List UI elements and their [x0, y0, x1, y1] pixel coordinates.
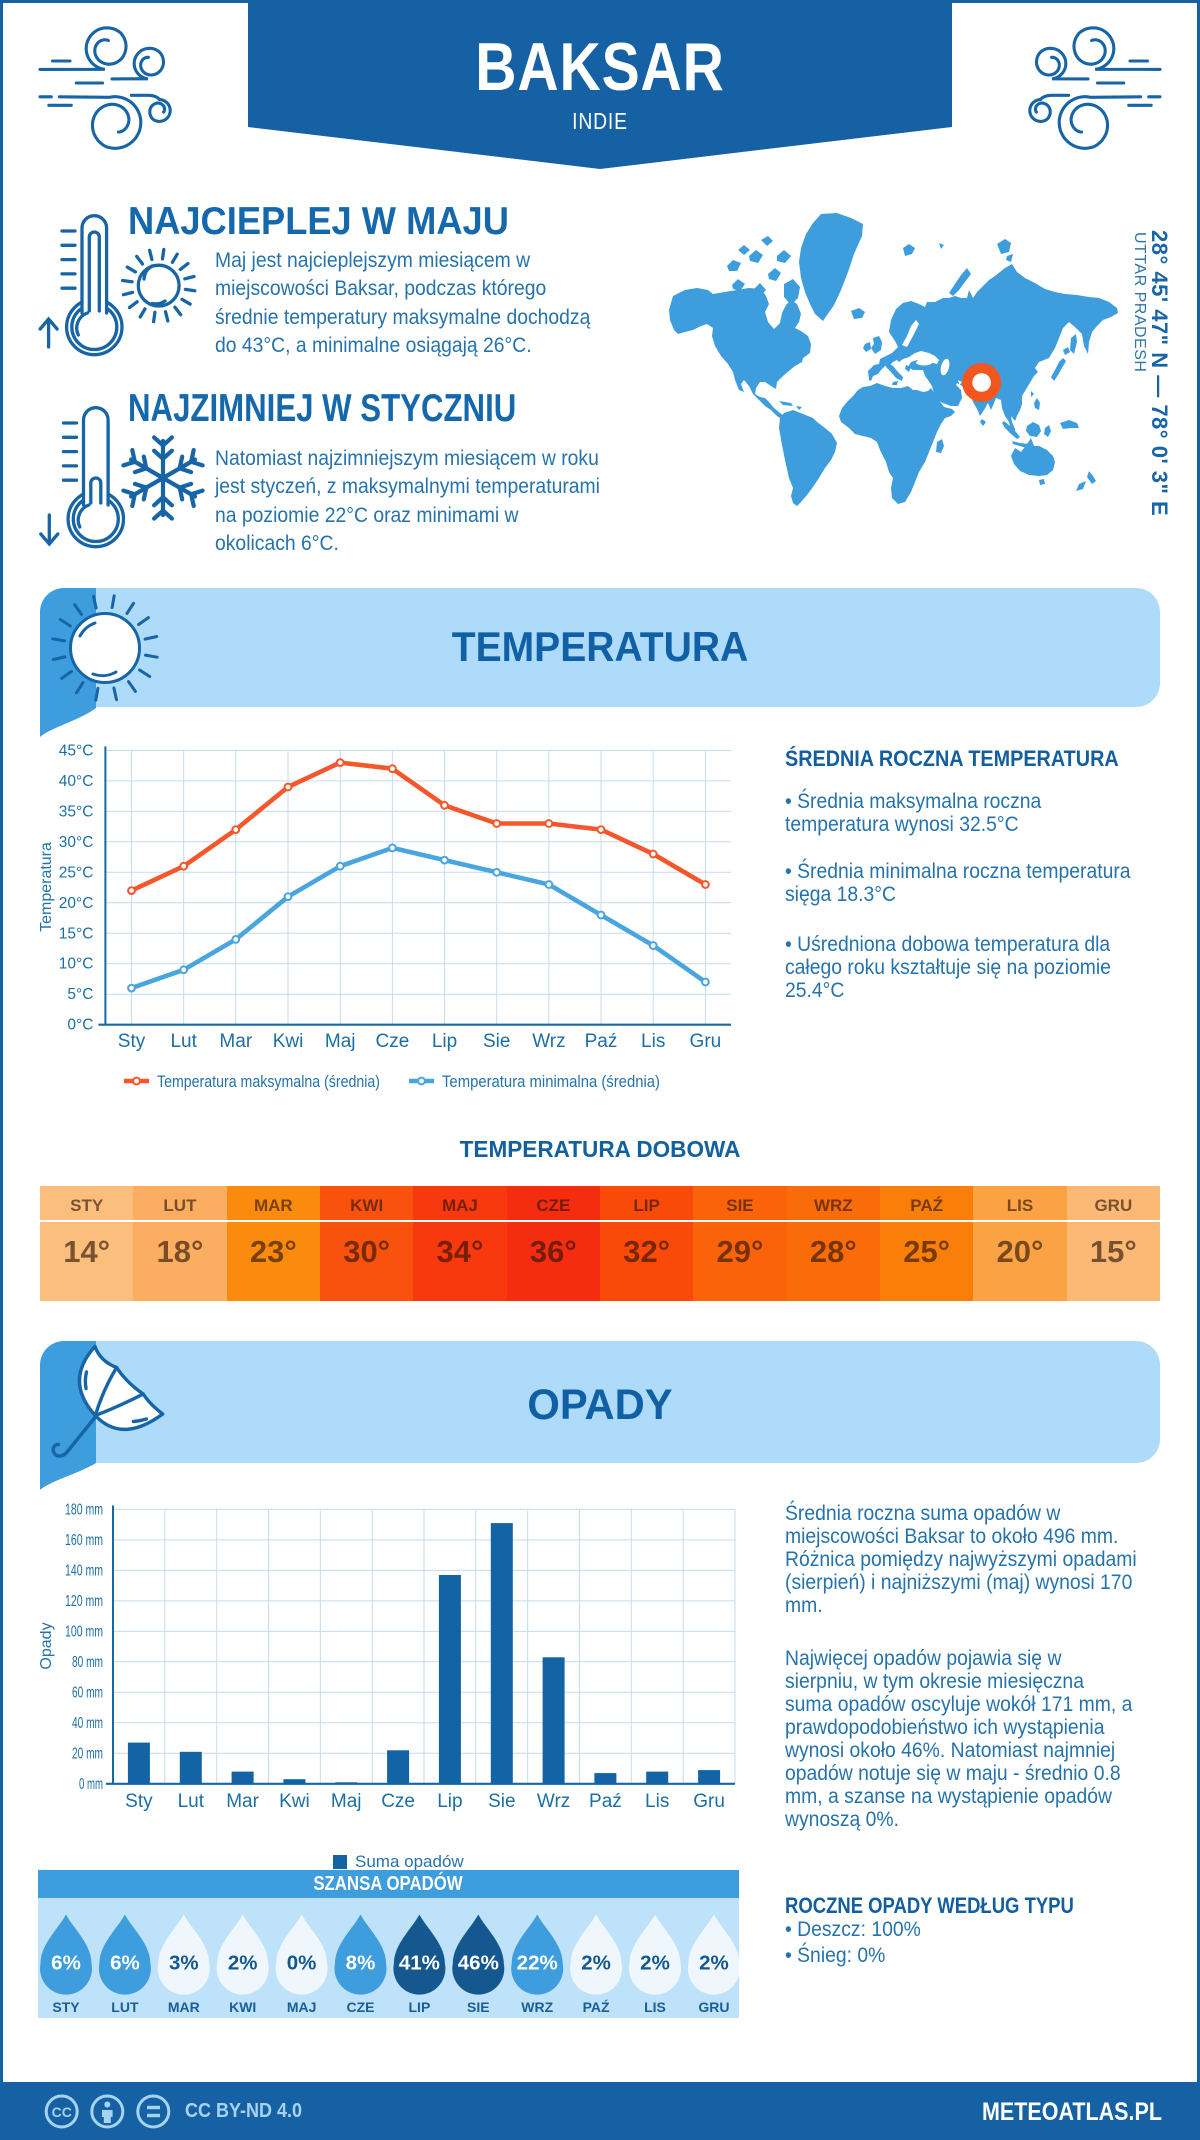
svg-text:Temperatura minimalna (średnia: Temperatura minimalna (średnia): [442, 1073, 660, 1091]
svg-text:2%: 2%: [228, 1952, 258, 1975]
svg-text:41%: 41%: [399, 1952, 440, 1975]
svg-text:20 mm: 20 mm: [72, 1745, 103, 1762]
svg-text:CZE: CZE: [347, 1999, 375, 2015]
svg-text:Lut: Lut: [178, 1791, 205, 1812]
svg-text:80 mm: 80 mm: [72, 1654, 103, 1671]
svg-text:Sie: Sie: [488, 1791, 515, 1812]
svg-text:Maj: Maj: [331, 1791, 362, 1812]
svg-text:CC: CC: [52, 2104, 72, 2120]
svg-text:8%: 8%: [346, 1952, 376, 1975]
svg-text:Lip: Lip: [437, 1791, 462, 1812]
svg-text:120 mm: 120 mm: [65, 1593, 103, 1610]
svg-text:100 mm: 100 mm: [65, 1623, 103, 1640]
svg-text:22%: 22%: [517, 1952, 558, 1975]
svg-text:Mar: Mar: [219, 1031, 252, 1052]
svg-text:180 mm: 180 mm: [65, 1501, 103, 1518]
svg-text:GRU: GRU: [698, 1999, 729, 2015]
svg-text:Paź: Paź: [585, 1031, 618, 1052]
svg-text:WRZ: WRZ: [521, 1999, 553, 2015]
svg-text:40 mm: 40 mm: [72, 1715, 103, 1732]
svg-text:60 mm: 60 mm: [72, 1684, 103, 1701]
svg-text:Lis: Lis: [645, 1791, 669, 1812]
svg-text:140 mm: 140 mm: [65, 1562, 103, 1579]
svg-text:0%: 0%: [287, 1952, 317, 1975]
svg-text:MAR: MAR: [168, 1999, 200, 2015]
svg-text:45°C: 45°C: [59, 742, 94, 759]
svg-text:Mar: Mar: [226, 1791, 259, 1812]
svg-text:Suma opadów: Suma opadów: [355, 1852, 464, 1871]
svg-text:Sie: Sie: [483, 1031, 510, 1052]
svg-text:0°C: 0°C: [67, 1017, 93, 1034]
svg-text:Sty: Sty: [118, 1031, 146, 1052]
svg-text:Gru: Gru: [693, 1791, 725, 1812]
svg-text:MAJ: MAJ: [287, 1999, 317, 2015]
svg-text:STY: STY: [52, 1999, 80, 2015]
svg-text:15°C: 15°C: [59, 925, 94, 942]
svg-text:Kwi: Kwi: [279, 1791, 310, 1812]
svg-text:Lut: Lut: [170, 1031, 197, 1052]
svg-text:160 mm: 160 mm: [65, 1532, 103, 1549]
svg-text:40°C: 40°C: [59, 773, 94, 790]
svg-text:Opady: Opady: [40, 1622, 55, 1669]
svg-text:25°C: 25°C: [59, 864, 94, 881]
svg-text:2%: 2%: [581, 1952, 611, 1975]
svg-text:3%: 3%: [169, 1952, 199, 1975]
svg-text:10°C: 10°C: [59, 956, 94, 973]
svg-text:Temperatura maksymalna (średni: Temperatura maksymalna (średnia): [157, 1073, 380, 1091]
svg-text:30°C: 30°C: [59, 834, 94, 851]
svg-text:Temperatura: Temperatura: [40, 842, 55, 932]
svg-text:5°C: 5°C: [67, 986, 93, 1003]
svg-text:Gru: Gru: [690, 1031, 722, 1052]
svg-text:0 mm: 0 mm: [79, 1776, 103, 1793]
svg-text:Cze: Cze: [381, 1791, 415, 1812]
svg-text:Wrz: Wrz: [537, 1791, 570, 1812]
svg-text:Lis: Lis: [641, 1031, 665, 1052]
svg-text:35°C: 35°C: [59, 803, 94, 820]
svg-text:KWI: KWI: [229, 1999, 256, 2015]
svg-text:2%: 2%: [640, 1952, 670, 1975]
svg-text:Kwi: Kwi: [273, 1031, 304, 1052]
svg-text:Lip: Lip: [432, 1031, 457, 1052]
svg-text:6%: 6%: [110, 1952, 140, 1975]
svg-text:46%: 46%: [458, 1952, 499, 1975]
svg-text:6%: 6%: [51, 1952, 81, 1975]
svg-text:LIS: LIS: [644, 1999, 666, 2015]
svg-text:Sty: Sty: [125, 1791, 153, 1812]
svg-text:Paź: Paź: [589, 1791, 622, 1812]
svg-text:LUT: LUT: [111, 1999, 139, 2015]
svg-text:2%: 2%: [699, 1952, 729, 1975]
svg-text:Cze: Cze: [376, 1031, 410, 1052]
svg-text:PAŹ: PAŹ: [583, 1999, 610, 2015]
svg-text:Wrz: Wrz: [532, 1031, 565, 1052]
svg-text:20°C: 20°C: [59, 895, 94, 912]
svg-text:SIE: SIE: [467, 1999, 490, 2015]
svg-text:LIP: LIP: [409, 1999, 431, 2015]
svg-text:Maj: Maj: [325, 1031, 356, 1052]
